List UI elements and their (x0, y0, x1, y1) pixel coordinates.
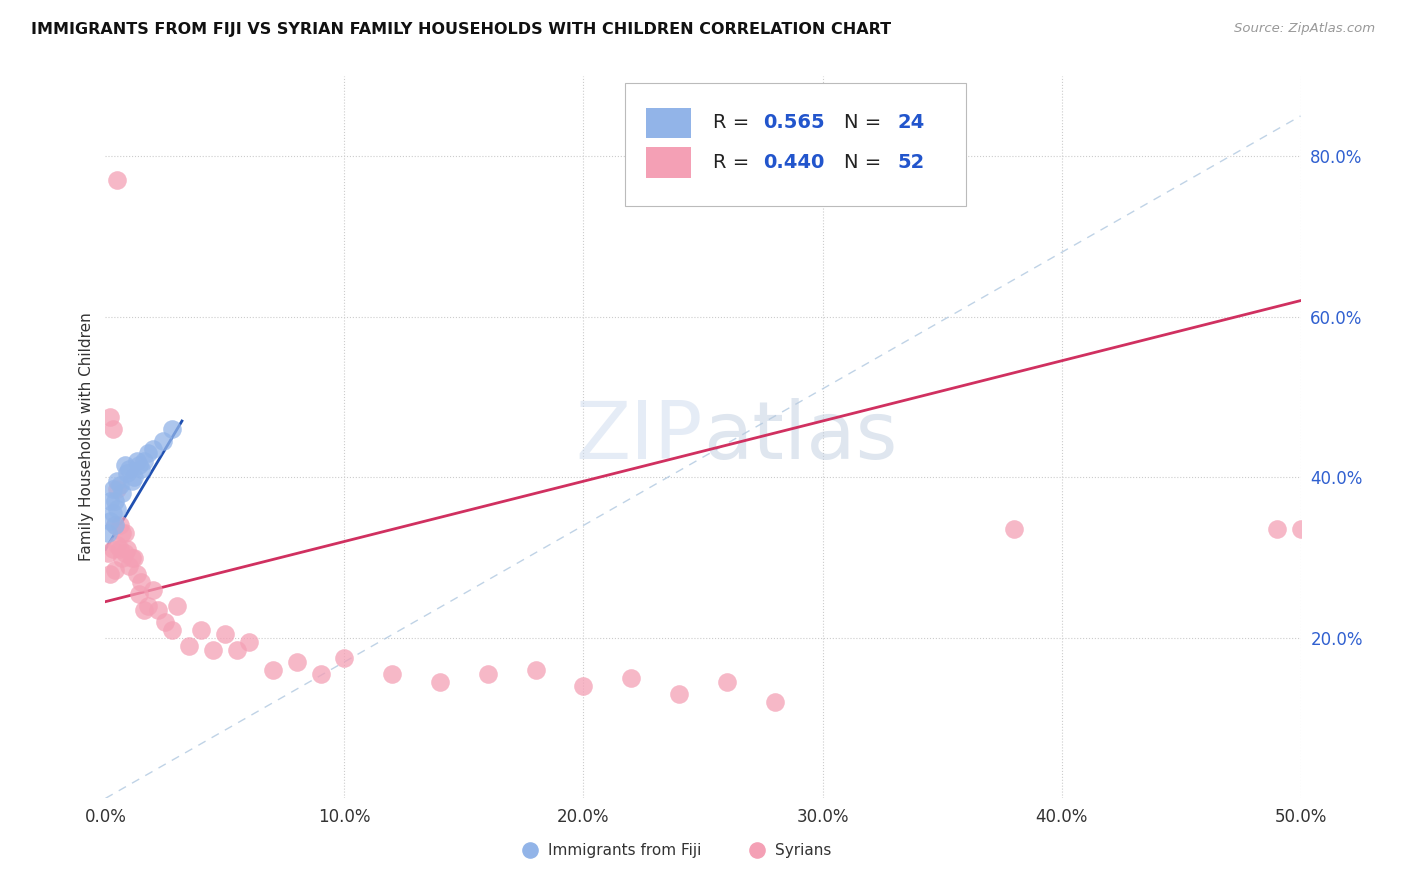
Point (101, 422, 124, 436)
Point (122, 550, 145, 565)
Point (620, 671, 643, 685)
Point (121, 550, 143, 565)
Text: N =: N = (844, 113, 887, 132)
Point (214, 626, 236, 640)
Point (138, 446, 160, 460)
Point (225, 642, 249, 657)
Point (1289, 522, 1312, 536)
Point (1398, 849, 1406, 863)
Point (125, 566, 148, 581)
Point (98, 514, 121, 528)
Point (108, 542, 131, 557)
Point (118, 558, 141, 573)
Point (98, 494, 121, 508)
Text: Syrians: Syrians (775, 843, 831, 858)
Point (98, 566, 121, 581)
Text: 0.565: 0.565 (762, 113, 824, 132)
Point (142, 442, 165, 456)
Point (101, 482, 124, 496)
Point (238, 635, 260, 649)
Point (111, 526, 134, 541)
Point (524, 663, 547, 677)
Point (262, 663, 284, 677)
Point (162, 422, 184, 436)
FancyBboxPatch shape (645, 108, 692, 138)
Text: atlas: atlas (703, 398, 897, 476)
Text: 24: 24 (898, 113, 925, 132)
Point (122, 470, 145, 484)
Point (152, 434, 174, 448)
Point (115, 466, 138, 480)
Point (572, 679, 595, 693)
Text: R =: R = (713, 113, 755, 132)
Point (763, 695, 786, 709)
Point (381, 667, 404, 681)
Text: 52: 52 (898, 153, 925, 172)
Point (101, 542, 124, 557)
Text: ZIP: ZIP (575, 398, 703, 476)
Point (111, 486, 134, 500)
Point (202, 642, 225, 657)
Point (285, 655, 308, 669)
Text: 0.440: 0.440 (762, 153, 824, 172)
Point (716, 674, 738, 689)
Point (118, 462, 141, 476)
Point (166, 599, 188, 613)
Point (153, 615, 177, 629)
Point (429, 674, 451, 689)
Point (104, 518, 127, 533)
Point (190, 623, 212, 637)
Point (129, 574, 153, 589)
Point (132, 454, 155, 468)
Point (121, 474, 143, 488)
Point (107, 482, 129, 496)
Point (128, 458, 150, 473)
Point (108, 518, 131, 533)
Point (132, 603, 155, 617)
Point (111, 550, 134, 565)
Point (98, 410, 121, 425)
Point (97, 546, 120, 561)
Point (114, 458, 136, 473)
FancyBboxPatch shape (626, 83, 966, 206)
Point (162, 623, 184, 637)
Point (477, 667, 499, 681)
Point (107, 502, 129, 516)
FancyBboxPatch shape (645, 147, 692, 178)
Point (125, 454, 148, 468)
Point (138, 599, 160, 613)
Text: N =: N = (844, 153, 887, 172)
Point (114, 546, 136, 561)
Point (177, 639, 201, 653)
Text: Source: ZipAtlas.com: Source: ZipAtlas.com (1234, 22, 1375, 36)
Point (128, 587, 150, 601)
Point (97, 526, 120, 541)
Point (1002, 522, 1025, 536)
Point (104, 562, 127, 576)
Point (101, 507, 124, 521)
Point (107, 538, 129, 552)
Y-axis label: Family Households with Children: Family Households with Children (79, 313, 94, 561)
Point (333, 651, 356, 665)
Text: R =: R = (713, 153, 755, 172)
Point (107, 474, 129, 488)
Point (1265, 522, 1288, 536)
Point (942, 849, 965, 863)
Point (108, 478, 131, 492)
Point (146, 603, 169, 617)
Point (104, 518, 127, 533)
Text: IMMIGRANTS FROM FIJI VS SYRIAN FAMILY HOUSEHOLDS WITH CHILDREN CORRELATION CHART: IMMIGRANTS FROM FIJI VS SYRIAN FAMILY HO… (31, 22, 891, 37)
Text: Immigrants from Fiji: Immigrants from Fiji (547, 843, 702, 858)
Point (668, 687, 690, 701)
Point (142, 582, 165, 597)
Point (129, 462, 153, 476)
Point (115, 542, 138, 557)
Point (114, 526, 136, 541)
Point (309, 667, 332, 681)
Point (107, 173, 129, 187)
Point (104, 494, 127, 508)
